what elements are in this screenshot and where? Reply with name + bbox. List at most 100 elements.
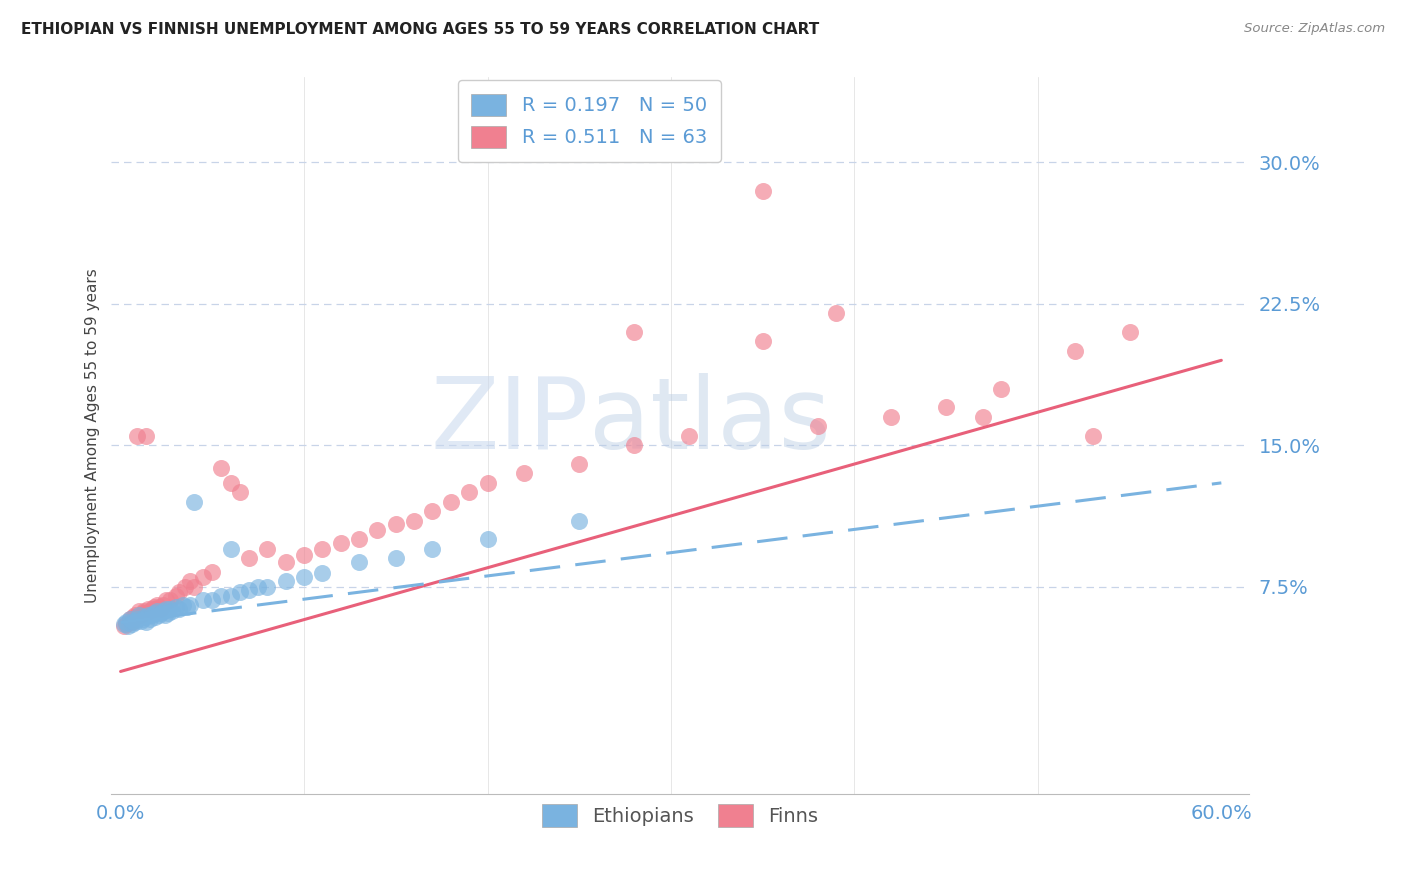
Point xyxy=(136,602,159,616)
Point xyxy=(160,604,183,618)
Point xyxy=(191,592,214,607)
Point xyxy=(148,600,170,615)
Point xyxy=(1118,325,1140,339)
Point xyxy=(176,600,198,615)
Point xyxy=(292,570,315,584)
Point xyxy=(366,523,388,537)
Point xyxy=(169,585,191,599)
Point xyxy=(149,606,172,620)
Point xyxy=(117,619,139,633)
Point xyxy=(229,585,252,599)
Point xyxy=(152,599,174,613)
Point xyxy=(142,606,165,620)
Point xyxy=(477,533,499,547)
Point xyxy=(191,570,214,584)
Point xyxy=(311,566,333,581)
Point xyxy=(935,401,957,415)
Point xyxy=(145,602,167,616)
Legend: Ethiopians, Finns: Ethiopians, Finns xyxy=(534,797,825,835)
Point xyxy=(121,617,143,632)
Point xyxy=(477,475,499,490)
Point xyxy=(238,583,260,598)
Point xyxy=(157,606,180,620)
Point xyxy=(141,607,163,622)
Text: ETHIOPIAN VS FINNISH UNEMPLOYMENT AMONG AGES 55 TO 59 YEARS CORRELATION CHART: ETHIOPIAN VS FINNISH UNEMPLOYMENT AMONG … xyxy=(21,22,820,37)
Point xyxy=(751,334,773,349)
Point xyxy=(172,599,194,613)
Point xyxy=(155,592,177,607)
Point xyxy=(128,607,150,622)
Point xyxy=(751,184,773,198)
Point xyxy=(141,602,163,616)
Point xyxy=(129,607,152,622)
Point xyxy=(311,541,333,556)
Point xyxy=(179,574,201,588)
Point xyxy=(142,600,165,615)
Point xyxy=(238,551,260,566)
Point xyxy=(678,428,700,442)
Point xyxy=(118,612,141,626)
Point xyxy=(274,574,297,588)
Point xyxy=(274,555,297,569)
Y-axis label: Unemployment Among Ages 55 to 59 years: Unemployment Among Ages 55 to 59 years xyxy=(86,268,100,603)
Point xyxy=(422,504,444,518)
Point xyxy=(145,609,167,624)
Point xyxy=(112,619,135,633)
Point xyxy=(129,614,152,628)
Point xyxy=(135,615,157,630)
Point xyxy=(179,599,201,613)
Point xyxy=(568,514,591,528)
Point xyxy=(1063,343,1085,358)
Point xyxy=(124,615,146,630)
Point xyxy=(880,409,903,424)
Point xyxy=(128,604,150,618)
Point xyxy=(623,438,645,452)
Point xyxy=(134,609,156,624)
Point xyxy=(139,604,162,618)
Text: ZIP: ZIP xyxy=(430,373,589,470)
Point xyxy=(152,604,174,618)
Point xyxy=(148,607,170,622)
Point xyxy=(247,580,270,594)
Point xyxy=(153,607,176,622)
Point xyxy=(1081,428,1104,442)
Point xyxy=(122,614,145,628)
Point xyxy=(135,428,157,442)
Point xyxy=(149,602,172,616)
Point xyxy=(131,606,153,620)
Point xyxy=(122,609,145,624)
Point xyxy=(118,612,141,626)
Point xyxy=(136,607,159,622)
Point xyxy=(256,541,278,556)
Point xyxy=(165,589,187,603)
Point xyxy=(183,494,205,508)
Point xyxy=(990,382,1012,396)
Point xyxy=(124,607,146,622)
Point xyxy=(159,592,181,607)
Point xyxy=(115,615,138,630)
Point xyxy=(623,325,645,339)
Point xyxy=(219,589,242,603)
Point xyxy=(229,485,252,500)
Point xyxy=(440,494,463,508)
Point xyxy=(134,604,156,618)
Point xyxy=(139,612,162,626)
Point xyxy=(422,541,444,556)
Point xyxy=(115,617,138,632)
Point xyxy=(127,612,149,626)
Point xyxy=(256,580,278,594)
Point xyxy=(201,592,224,607)
Point xyxy=(127,428,149,442)
Point xyxy=(146,604,169,618)
Point xyxy=(155,602,177,616)
Point xyxy=(211,589,233,603)
Point xyxy=(169,602,191,616)
Point xyxy=(219,541,242,556)
Point xyxy=(384,517,406,532)
Point xyxy=(972,409,994,424)
Point xyxy=(568,457,591,471)
Point xyxy=(131,612,153,626)
Point xyxy=(404,514,426,528)
Point xyxy=(347,533,370,547)
Text: atlas: atlas xyxy=(589,373,831,470)
